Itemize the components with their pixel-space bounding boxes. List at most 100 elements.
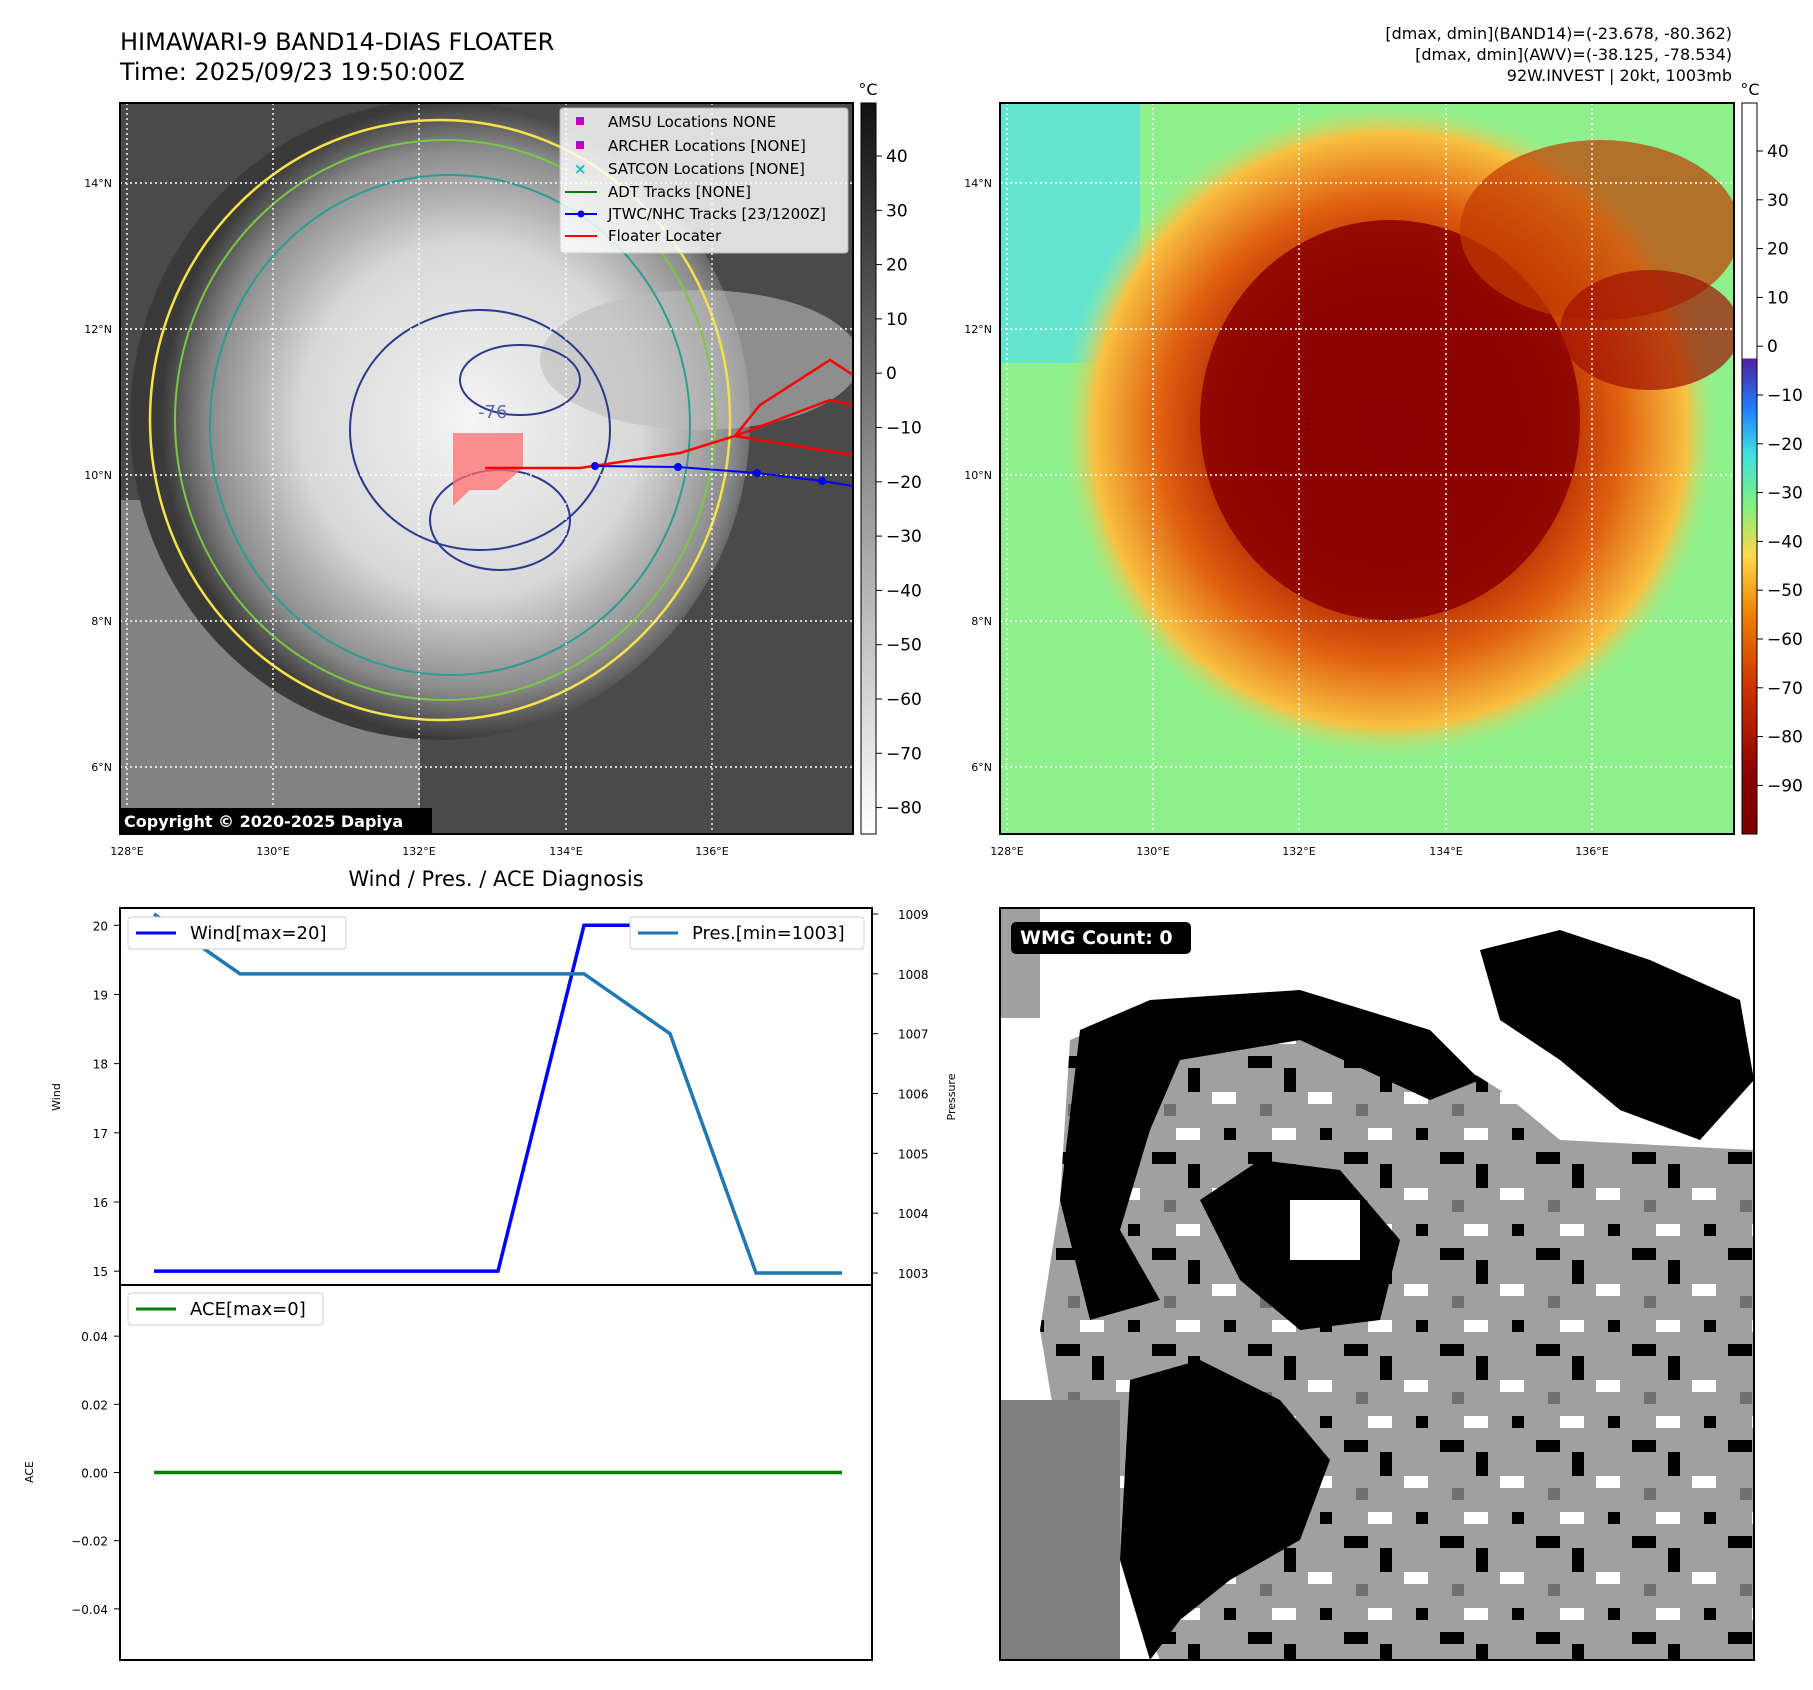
ir-colorbar-unit: °C [858,80,877,99]
wmg-black-ring [1060,990,1480,1320]
colorbar-tick-label: −60 [886,690,922,710]
lon-label: 132°E [402,845,435,858]
wv-lat-labels: 14°N 12°N 10°N 8°N 6°N [964,177,992,774]
lat-label: 14°N [84,177,112,190]
lat-label: 8°N [91,615,112,628]
pressure-tick-label: 1005 [898,1147,929,1161]
wind-tick-label: 16 [93,1196,108,1210]
ace-tick-label: 0.00 [81,1467,108,1481]
colorbar-tick-label: −60 [1767,630,1803,650]
lat-label: 6°N [971,761,992,774]
legend-adt: ADT Tracks [NONE] [608,183,751,201]
floater-box [453,433,523,506]
legend-jtwc: JTWC/NHC Tracks [23/1200Z] [607,205,826,223]
wind-plot-frame [119,907,873,1286]
pressure-tick-label: 1006 [898,1088,929,1102]
lat-label: 10°N [84,469,112,482]
lon-label: 134°E [1429,845,1462,858]
wv-lon-labels: 128°E 130°E 132°E 134°E 136°E [990,845,1608,858]
colorbar-tick-label: 10 [886,310,908,330]
colorbar-tick-label: −80 [886,799,922,819]
map-legend: AMSU Locations NONE ARCHER Locations [NO… [559,107,849,254]
wv-frame [999,102,1735,835]
lon-label: 130°E [1136,845,1169,858]
floater-track [485,398,853,470]
lon-label: 136°E [695,845,728,858]
colorbar-tick-label: 20 [886,256,908,276]
colorbar-tick-label: 10 [1767,288,1789,308]
ace-legend-label: ACE[max=0] [190,1299,306,1320]
contour-navy [349,309,611,551]
ace-tick-label: 0.04 [81,1330,108,1344]
colorbar-tick-label: −10 [886,419,922,439]
wmg-count-label: WMG Count: 0 [1020,927,1173,949]
stats-band14: [dmax, dmin](BAND14)=(-23.678, -80.362) [1385,24,1732,43]
figure-time: Time: 2025/09/23 19:50:00Z [119,58,465,86]
contour-yellow [148,118,732,722]
lon-label: 130°E [256,845,289,858]
archer-legend-marker [576,141,584,149]
wmg-frame [999,907,1755,1661]
lat-label: 8°N [971,615,992,628]
wmg-black-north [1480,930,1754,1140]
lat-label: 12°N [84,323,112,336]
legend-floater: Floater Locater [608,227,722,245]
colorbar-tick-label: −20 [886,473,922,493]
lat-label: 12°N [964,323,992,336]
colorbar-tick-label: −40 [886,581,922,601]
amsu-legend-marker [576,117,584,125]
wmg-black-south [1120,1360,1330,1660]
lat-label: 6°N [91,761,112,774]
wind-tick-label: 20 [93,919,108,933]
legend-archer: ARCHER Locations [NONE] [608,137,806,155]
wv-panel: 14°N 12°N 10°N 8°N 6°N 128°E 130°E 132°E… [964,102,1735,858]
wind-legend-label: Wind[max=20] [190,923,327,944]
wind-tick-label: 18 [93,1058,108,1072]
ir-lat-labels: 14°N 12°N 10°N 8°N 6°N [84,177,112,774]
colorbar-tick-label: −70 [1767,679,1803,699]
pressure-tick-label: 1004 [898,1207,929,1221]
legend-amsu: AMSU Locations NONE [608,113,776,131]
ir-colorbar-gradient [860,102,877,835]
stats-storm: 92W.INVEST | 20kt, 1003mb [1507,66,1732,85]
lon-label: 128°E [110,845,143,858]
ir-colorbar: °C 40 30 20 10 0 −10 −20 −30 −40 −50 −60 −70 −80 [858,80,922,835]
figure-title: HIMAWARI-9 BAND14-DIAS FLOATER [120,28,554,56]
colorbar-tick-label: −40 [1767,532,1803,552]
colorbar-tick-label: −30 [1767,484,1803,504]
contour-teal [209,174,691,676]
ir-storm-cloud [130,103,750,740]
colorbar-tick-label: −50 [1767,581,1803,601]
wmg-count-box [1011,922,1191,954]
colorbar-tick-label: −90 [1767,776,1803,796]
wind-tick-label: 15 [93,1265,108,1279]
stats-awv: [dmax, dmin](AWV)=(-38.125, -78.534) [1415,45,1732,64]
pressure-tick-label: 1008 [898,968,929,982]
wv-colorbar-unit: °C [1740,80,1759,99]
lon-label: 128°E [990,845,1023,858]
colorbar-tick-label: 40 [886,147,908,167]
ace-chart: ACE 0.04 0.02 0.00 −0.02 −0.04 ACE[max=0] [23,1284,873,1661]
pressure-axis-label: Pressure [945,1073,958,1120]
contour-label: -76 [478,402,507,423]
ace-axis-label: ACE [23,1461,36,1483]
ir-panel: -76 [84,102,854,858]
pressure-tick-label: 1007 [898,1028,929,1042]
diagnosis-title: Wind / Pres. / ACE Diagnosis [348,867,643,891]
lon-label: 132°E [1282,845,1315,858]
lon-label: 134°E [549,845,582,858]
colorbar-tick-label: 0 [1767,337,1778,357]
pressure-tick-label: 1009 [898,908,929,922]
wmg-panel: WMG Count: 0 [999,907,1755,1661]
lon-label: 136°E [1575,845,1608,858]
copyright-box [120,808,432,834]
ace-tick-label: 0.02 [81,1398,108,1412]
ir-lon-labels: 128°E 130°E 132°E 134°E 136°E [110,845,728,858]
wind-pressure-chart: Wind Pressure 15 16 17 18 19 20 1003 1004 1005 1… [50,907,958,1286]
ace-tick-label: −0.04 [71,1603,108,1617]
wind-axis-label: Wind [50,1083,63,1111]
satcon-legend-marker: × [574,160,587,178]
wind-tick-label: 19 [93,988,108,1002]
colorbar-tick-label: −20 [1767,435,1803,455]
